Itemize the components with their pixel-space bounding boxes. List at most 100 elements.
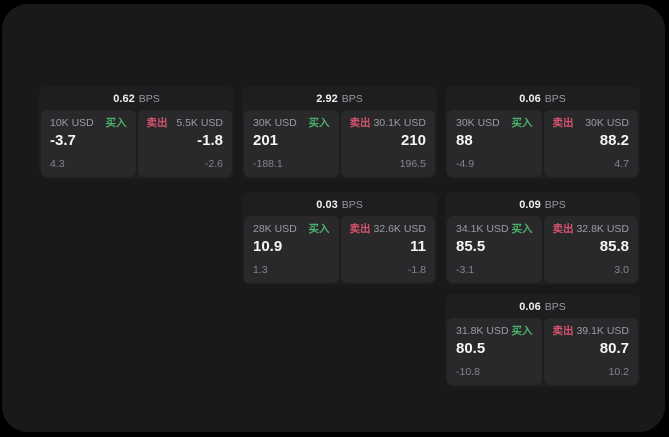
quote-panels: 28K USD 买入 10.9 1.3 卖出 32.6K USD 11 -1.8: [244, 216, 435, 283]
buy-sub-value: -188.1: [253, 158, 283, 170]
quote-panels: 10K USD 买入 -3.7 4.3 卖出 5.5K USD -1.8 -2.6: [41, 110, 232, 177]
sell-price: -1.8: [197, 132, 223, 149]
bps-header: 0.62 BPS: [41, 88, 232, 110]
quote-card: 0.06 BPS 31.8K USD 买入 80.5 -10.8 卖出 39.1K USD 80…: [445, 294, 640, 387]
sell-price: 210: [400, 132, 426, 149]
buy-panel[interactable]: 30K USD 买入 201 -188.1: [244, 110, 339, 177]
bps-header: 0.06 BPS: [447, 296, 638, 318]
sell-panel[interactable]: 卖出 32.6K USD 11 -1.8: [340, 216, 435, 283]
bps-value: 0.62: [113, 93, 135, 105]
sell-panel[interactable]: 卖出 39.1K USD 80.7 10.2: [543, 318, 638, 385]
sell-price: 85.8: [599, 238, 629, 255]
bps-unit-label: BPS: [341, 93, 363, 105]
buy-panel[interactable]: 30K USD 买入 88 -4.9: [447, 110, 542, 177]
buy-price: 88: [456, 132, 473, 149]
sell-sub-value: 4.7: [614, 158, 629, 170]
bps-header: 0.06 BPS: [447, 88, 638, 110]
buy-panel[interactable]: 31.8K USD 买入 80.5 -10.8: [447, 318, 542, 385]
quote-panels: 30K USD 买入 88 -4.9 卖出 30K USD 88.2 4.7: [447, 110, 638, 177]
quote-card: 2.92 BPS 30K USD 买入 201 -188.1 卖出 30.1K USD 210 1…: [242, 86, 437, 179]
sell-amount: 32.6K USD: [373, 223, 426, 235]
quote-panels: 34.1K USD 买入 85.5 -3.1 卖出 32.8K USD 85.8 3.0: [447, 216, 638, 283]
buy-amount: 30K USD: [456, 117, 500, 129]
buy-sub-value: -3.1: [456, 264, 475, 276]
sell-panel[interactable]: 卖出 30.1K USD 210 196.5: [340, 110, 435, 177]
buy-price: 201: [253, 132, 279, 149]
sell-side-label: 卖出: [349, 117, 371, 129]
sell-side-label: 卖出: [552, 325, 574, 337]
sell-side-label: 卖出: [146, 117, 168, 129]
bps-value: 0.06: [519, 93, 541, 105]
bps-unit-label: BPS: [544, 301, 566, 313]
buy-panel-header: 31.8K USD 买入: [456, 325, 533, 337]
sell-panel-header: 卖出 32.6K USD: [350, 223, 427, 235]
sell-sub-value: 3.0: [614, 264, 629, 276]
sell-amount: 30.1K USD: [373, 117, 426, 129]
bps-value: 0.03: [316, 199, 338, 211]
buy-price: 85.5: [456, 238, 486, 255]
buy-side-label: 买入: [308, 223, 330, 235]
buy-panel-header: 30K USD 买入: [253, 117, 330, 129]
buy-panel[interactable]: 10K USD 买入 -3.7 4.3: [41, 110, 136, 177]
buy-amount: 34.1K USD: [456, 223, 509, 235]
buy-sub-value: 4.3: [50, 158, 65, 170]
sell-panel-header: 卖出 32.8K USD: [553, 223, 630, 235]
bps-header: 2.92 BPS: [244, 88, 435, 110]
sell-amount: 32.8K USD: [576, 223, 629, 235]
sell-sub-value: -1.8: [407, 264, 426, 276]
quote-card: 0.62 BPS 10K USD 买入 -3.7 4.3 卖出 5.5K USD -1.8 -2.…: [39, 86, 234, 179]
quotes-panel: 0.62 BPS 10K USD 买入 -3.7 4.3 卖出 5.5K USD -1.8 -2.…: [2, 4, 665, 432]
buy-amount: 30K USD: [253, 117, 297, 129]
quote-card: 0.06 BPS 30K USD 买入 88 -4.9 卖出 30K USD 88.2 4.7: [445, 86, 640, 179]
sell-sub-value: -2.6: [204, 158, 223, 170]
buy-amount: 10K USD: [50, 117, 94, 129]
sell-panel-header: 卖出 39.1K USD: [553, 325, 630, 337]
bps-header: 0.09 BPS: [447, 194, 638, 216]
sell-sub-value: 196.5: [399, 158, 426, 170]
sell-panel[interactable]: 卖出 32.8K USD 85.8 3.0: [543, 216, 638, 283]
sell-panel[interactable]: 卖出 30K USD 88.2 4.7: [543, 110, 638, 177]
buy-price: 80.5: [456, 340, 486, 357]
buy-panel-header: 30K USD 买入: [456, 117, 533, 129]
sell-panel[interactable]: 卖出 5.5K USD -1.8 -2.6: [137, 110, 232, 177]
sell-amount: 5.5K USD: [176, 117, 223, 129]
bps-unit-label: BPS: [544, 199, 566, 211]
buy-sub-value: -10.8: [456, 366, 480, 378]
sell-side-label: 卖出: [349, 223, 371, 235]
quote-card: 0.09 BPS 34.1K USD 买入 85.5 -3.1 卖出 32.8K USD 85.…: [445, 192, 640, 285]
buy-side-label: 买入: [511, 223, 533, 235]
bps-value: 0.06: [519, 301, 541, 313]
bps-unit-label: BPS: [341, 199, 363, 211]
buy-panel-header: 28K USD 买入: [253, 223, 330, 235]
buy-amount: 31.8K USD: [456, 325, 509, 337]
sell-amount: 30K USD: [585, 117, 629, 129]
sell-sub-value: 10.2: [608, 366, 629, 378]
sell-price: 80.7: [599, 340, 629, 357]
buy-side-label: 买入: [105, 117, 127, 129]
sell-side-label: 卖出: [552, 223, 574, 235]
bps-unit-label: BPS: [544, 93, 566, 105]
sell-side-label: 卖出: [552, 117, 574, 129]
bps-value: 2.92: [316, 93, 338, 105]
bps-value: 0.09: [519, 199, 541, 211]
buy-side-label: 买入: [308, 117, 330, 129]
quote-card: 0.03 BPS 28K USD 买入 10.9 1.3 卖出 32.6K USD 11 -1.8: [242, 192, 437, 285]
buy-panel-header: 10K USD 买入: [50, 117, 127, 129]
sell-panel-header: 卖出 5.5K USD: [147, 117, 224, 129]
sell-price: 88.2: [599, 132, 629, 149]
bps-header: 0.03 BPS: [244, 194, 435, 216]
buy-panel[interactable]: 34.1K USD 买入 85.5 -3.1: [447, 216, 542, 283]
sell-panel-header: 卖出 30.1K USD: [350, 117, 427, 129]
buy-panel-header: 34.1K USD 买入: [456, 223, 533, 235]
quote-panels: 31.8K USD 买入 80.5 -10.8 卖出 39.1K USD 80.7 10.2: [447, 318, 638, 385]
buy-price: -3.7: [50, 132, 76, 149]
buy-sub-value: 1.3: [253, 264, 268, 276]
buy-price: 10.9: [253, 238, 283, 255]
buy-panel[interactable]: 28K USD 买入 10.9 1.3: [244, 216, 339, 283]
buy-amount: 28K USD: [253, 223, 297, 235]
buy-side-label: 买入: [511, 325, 533, 337]
buy-side-label: 买入: [511, 117, 533, 129]
sell-price: 11: [410, 238, 426, 255]
buy-sub-value: -4.9: [456, 158, 475, 170]
sell-amount: 39.1K USD: [576, 325, 629, 337]
